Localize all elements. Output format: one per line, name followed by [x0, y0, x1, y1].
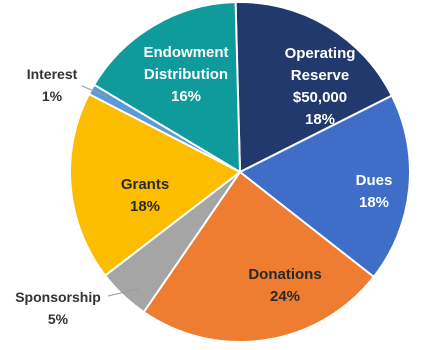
slice-percent-endowment-distribution: 16%: [171, 88, 201, 105]
leader-lines-layer: [81, 85, 139, 297]
slice-label-dues: Dues 18%: [356, 172, 393, 211]
slice-endowment-distribution: [92, 1, 242, 174]
slice-amount-operating-reserve: $50,000: [293, 89, 347, 106]
slice-percent-donations: 24%: [270, 288, 300, 305]
slice-percent-sponsorship: 5%: [48, 311, 69, 327]
slice-name-donations: Donations: [248, 266, 321, 283]
slices-layer: [69, 1, 411, 343]
slice-name-dues: Dues: [356, 172, 393, 189]
slice-name-grants: Grants: [121, 176, 169, 193]
labels-layer: Operating Reserve $50,000 18% Dues 18% Donatio…: [15, 44, 392, 327]
slice-label-interest: Interest 1%: [27, 66, 78, 104]
leader-line-interest: [81, 85, 109, 98]
slice-label-operating-reserve: Operating Reserve $50,000 18%: [285, 45, 356, 128]
slice-label-endowment-distribution: Endowment Distribution 16%: [144, 44, 229, 105]
slice-name-line-operating-reserve: Reserve: [291, 67, 349, 84]
slice-label-sponsorship: Sponsorship 5%: [15, 289, 101, 327]
slice-percent-grants: 18%: [130, 198, 160, 215]
slice-percent-dues: 18%: [359, 194, 389, 211]
slice-grants: [69, 92, 242, 277]
slice-name-interest: Interest: [27, 66, 78, 82]
slice-operating-reserve: [234, 1, 394, 174]
slice-name-sponsorship: Sponsorship: [15, 289, 101, 305]
slice-percent-interest: 1%: [42, 88, 63, 104]
slice-name-line-operating-reserve: Operating: [285, 45, 356, 62]
slice-label-grants: Grants 18%: [121, 176, 169, 215]
slice-name-line-endowment-distribution: Endowment: [144, 44, 229, 61]
slice-donations: [142, 170, 376, 343]
slice-dues: [238, 94, 411, 279]
slice-percent-operating-reserve: 18%: [305, 111, 335, 128]
slice-label-donations: Donations 24%: [248, 266, 321, 305]
slice-name-line-endowment-distribution: Distribution: [144, 66, 228, 83]
leader-line-sponsorship: [107, 288, 139, 297]
